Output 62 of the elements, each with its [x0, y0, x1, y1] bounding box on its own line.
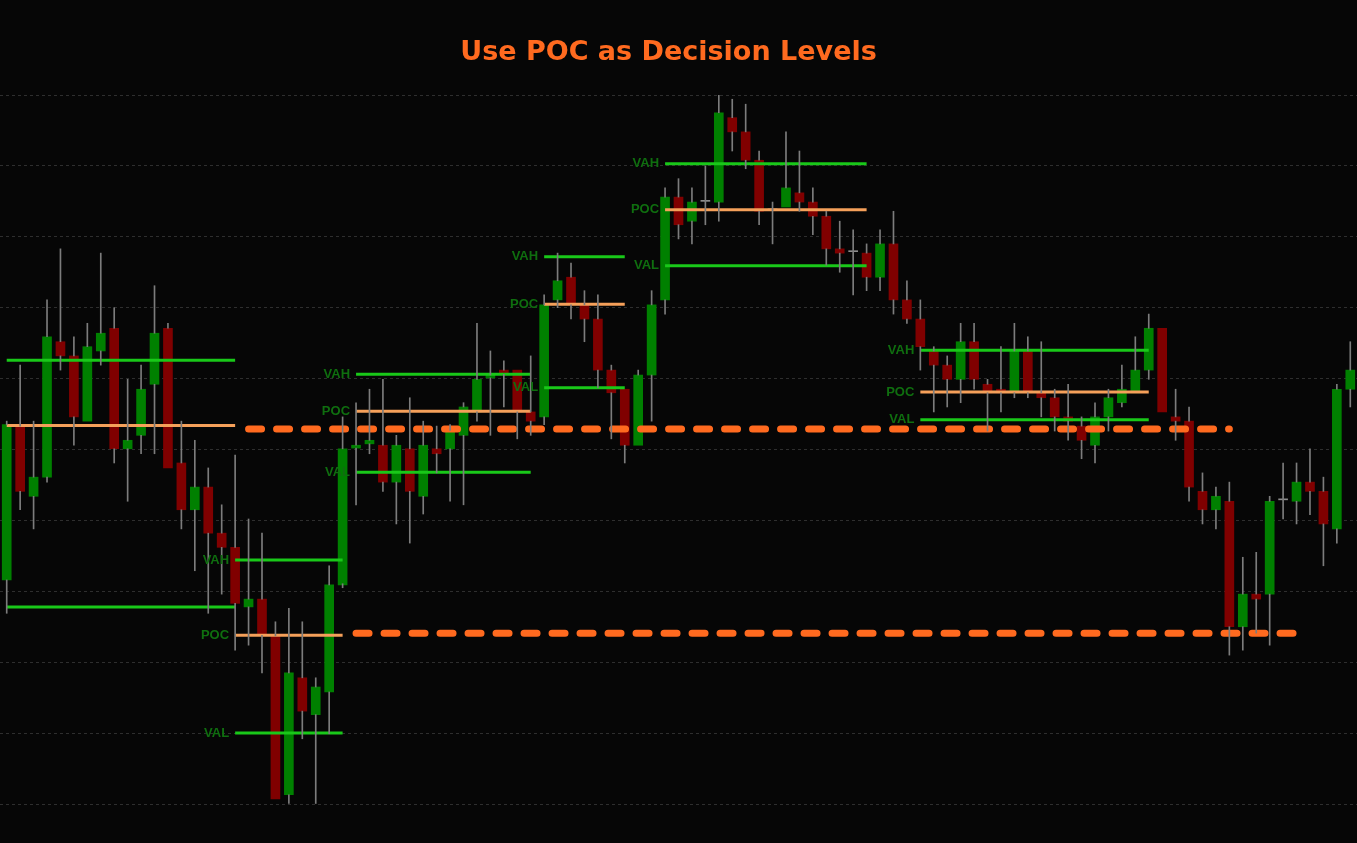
candlestick: [928, 346, 939, 413]
candlestick: [1130, 336, 1141, 394]
candlestick: [445, 424, 455, 502]
candlestick: [1345, 341, 1356, 408]
candlestick: [15, 364, 25, 511]
candlestick: [230, 454, 240, 651]
candlestick: [727, 98, 738, 152]
chart-title: Use POC as Decision Levels: [460, 35, 877, 67]
series-label: POC: [321, 402, 351, 418]
candlestick: [418, 420, 429, 515]
candlestick: [1332, 383, 1342, 544]
series-label: VAL: [634, 257, 660, 273]
candlestick: [848, 229, 858, 296]
candlestick: [740, 103, 751, 170]
series-label: VAL: [889, 411, 915, 427]
candlestick: [633, 369, 644, 446]
candlestick: [1305, 448, 1315, 516]
candlestick: [942, 355, 953, 408]
candlestick: [1157, 327, 1168, 413]
series-label: POC: [509, 295, 539, 311]
series-label: VAH: [511, 248, 539, 264]
candlestick: [284, 607, 294, 804]
candlestick: [136, 364, 146, 455]
candlestick: [297, 621, 308, 740]
candlestick: [404, 397, 415, 544]
series-label: VAH: [323, 365, 351, 381]
candlestick: [1251, 551, 1262, 634]
series-label: POC: [886, 383, 915, 399]
candlestick: [969, 322, 979, 390]
candlestick: [189, 439, 200, 572]
series-label: VAL: [204, 724, 230, 740]
candlestick: [875, 229, 885, 292]
candlestick: [539, 294, 549, 426]
candlestick: [472, 322, 482, 422]
candlestick: [163, 322, 173, 469]
candlestick: [1, 420, 12, 614]
candlestick: [257, 532, 267, 674]
candlestick: [310, 677, 321, 804]
series-label: POC: [630, 201, 660, 217]
series-label: VAH: [887, 341, 915, 357]
candlestick: [1184, 406, 1194, 502]
candlestick: [95, 252, 106, 366]
candlestick: [109, 307, 120, 464]
candlestick: [566, 262, 576, 320]
candlestick: [1237, 556, 1248, 651]
candlestick: [713, 95, 724, 222]
candlestick: [69, 336, 79, 446]
candlestick: [378, 378, 388, 492]
candlestick: [42, 299, 52, 483]
candlestick: [660, 187, 670, 315]
candlestick: [1143, 313, 1154, 380]
candlestick: [324, 565, 334, 735]
candlestick: [619, 388, 630, 464]
series-label: POC: [200, 626, 230, 642]
candlestick: [821, 210, 832, 266]
candlestick: [1023, 336, 1033, 399]
candlestick: [781, 131, 791, 208]
series-label: VAH: [632, 155, 660, 171]
candlestick: [1211, 486, 1221, 530]
candlestick: [1049, 388, 1060, 432]
candlestick: [593, 294, 603, 389]
candlestick: [902, 280, 912, 324]
